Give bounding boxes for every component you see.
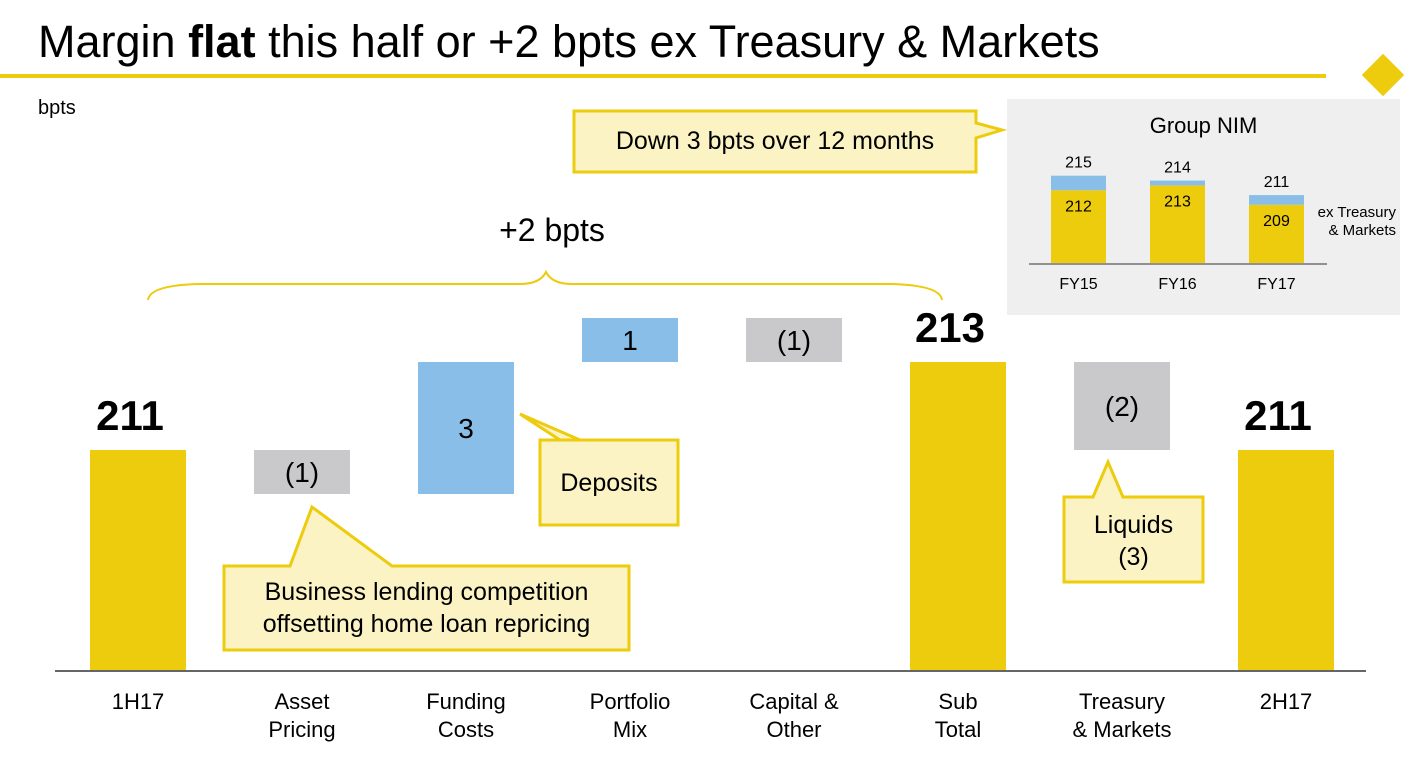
data-label: 3 [458,413,474,444]
liquids-callout-line-1: Liquids [1093,511,1174,539]
waterfall-bar [582,318,678,362]
category-label: & Markets [1072,717,1171,742]
waterfall-bar [746,318,842,362]
category-label: Total [935,717,981,742]
units-label: bpts [38,97,76,119]
category-label: Other [766,717,821,742]
waterfall-bar [1238,450,1334,670]
data-label: (1) [777,325,811,356]
page-title: Margin flat this half or +2 bpts ex Trea… [38,16,1100,67]
waterfall-bar [1074,362,1170,450]
nim-ex-label: 209 [1263,213,1290,230]
waterfall-bar [910,362,1006,670]
business-callout-bubble [222,504,631,652]
title-underline [0,74,1326,78]
nim-treasury-bar [1150,180,1205,186]
nim-category-label: FY16 [1158,276,1196,293]
data-label: 211 [1244,392,1312,439]
nim-ex-bar [1150,185,1205,263]
waterfall-bar [90,450,186,670]
data-label: (2) [1105,391,1139,422]
business-callout-line-2: offsetting home loan repricing [262,610,591,638]
ex-treasury-label-line-2: & Markets [1328,222,1396,239]
nim-ex-label: 213 [1164,193,1191,210]
nim-total-label: 214 [1164,160,1191,177]
category-label: Treasury [1079,689,1165,714]
group-nim-chart: 215 212 FY15 214 213 FY16 211 209 FY17 [1029,155,1327,293]
group-nim-title: Group NIM [1149,113,1258,138]
category-label: Pricing [268,717,335,742]
nim-ex-label: 212 [1065,198,1092,215]
nim-treasury-bar [1051,175,1106,191]
nim-ex-bar [1051,190,1106,263]
data-label: (1) [285,457,319,488]
nim-total-label: 211 [1264,174,1290,191]
bracket-label: +2 bpts [499,212,605,248]
liquids-callout-bubble [1062,458,1205,584]
category-label: Capital & [749,689,839,714]
nim-category-label: FY15 [1059,276,1097,293]
business-callout-line-1: Business lending competition [264,578,589,606]
ex-treasury-label: ex Treasury & Markets [1318,204,1396,240]
data-label: 1 [622,325,638,356]
down-callout-text: Down 3 bpts over 12 months [615,127,935,155]
down-callout-bubble [572,109,1008,174]
nim-ex-bar [1249,204,1304,263]
category-label: 1H17 [112,689,165,714]
deposits-callout-text: Deposits [560,469,658,497]
group-nim-panel: Group NIM 215 212 FY15 214 213 FY16 211 209 FY17… [1007,99,1400,315]
deposits-callout-bubble [519,412,680,527]
category-label: Portfolio [590,689,671,714]
liquids-callout-text: Liquids (3) [1064,509,1203,573]
data-label: 213 [915,304,985,351]
waterfall-bar [254,450,350,494]
category-label: Asset [274,689,329,714]
category-label: Sub [938,689,977,714]
business-callout-text: Business lending competition offsetting … [224,576,629,640]
nim-total-label: 215 [1065,155,1092,172]
nim-category-label: FY17 [1257,276,1295,293]
category-label: 2H17 [1260,689,1313,714]
plus-two-bracket [147,269,943,301]
category-label: Funding [426,689,506,714]
category-label: Costs [438,717,494,742]
waterfall-bar [418,362,514,494]
category-label: Mix [613,717,647,742]
liquids-callout-line-2: (3) [1118,543,1149,571]
ex-treasury-label-line-1: ex Treasury [1317,204,1396,221]
nim-treasury-bar [1249,195,1304,205]
data-label: 211 [96,392,164,439]
